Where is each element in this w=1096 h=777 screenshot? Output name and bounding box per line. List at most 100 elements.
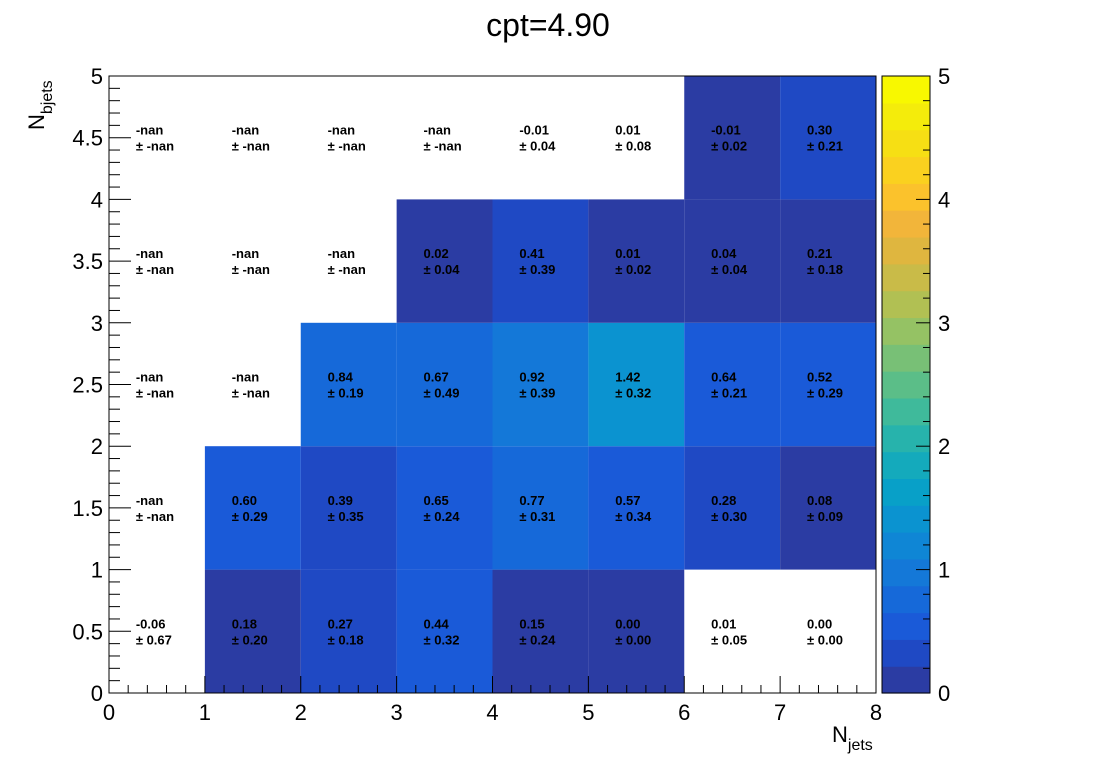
cell-value-label: 0.02 [423,246,448,261]
y-tick-label: 3 [91,311,103,336]
y-tick-label: 4 [91,187,103,212]
cell-value-label: 0.00 [807,616,832,631]
y-tick-label: 3.5 [72,249,103,274]
cell-error-label: ± 0.24 [519,632,556,647]
chart-title: cpt=4.90 [486,7,610,43]
heatmap-cell [492,569,589,693]
cell-value-label: -nan [136,123,164,138]
cell-error-label: ± 0.02 [711,139,747,154]
z-tick-label: 1 [938,558,950,583]
cell-value-label: -nan [136,246,164,261]
color-scale-swatch [882,666,930,694]
cell-error-label: ± 0.30 [711,509,747,524]
z-tick-label: 2 [938,434,950,459]
cell-value-label: -nan [232,246,260,261]
cell-value-label: -0.01 [519,123,549,138]
cell-labels-layer: -0.06± 0.670.18± 0.200.27± 0.180.44± 0.3… [136,123,843,648]
cell-value-label: 0.01 [711,616,736,631]
heatmap-cell [684,76,781,200]
cell-error-label: ± 0.09 [807,509,843,524]
cell-error-label: ± 0.02 [615,262,651,277]
heatmap-cell [780,199,877,323]
cell-value-label: 0.18 [232,616,257,631]
heatmap-cell [300,569,397,693]
cell-error-label: ± 0.04 [519,139,556,154]
y-tick-label: 2 [91,434,103,459]
cell-value-label: -nan [136,493,164,508]
cell-value-label: 0.00 [615,616,640,631]
y-tick-label: 0.5 [72,619,103,644]
heatmap-cell [780,76,877,200]
cell-value-label: 0.92 [519,370,544,385]
heatmap-cell [684,322,781,447]
color-scale-swatch [882,585,930,614]
color-scale-frame [881,75,931,694]
z-tick-label: 5 [938,64,950,89]
heatmap-cell [396,446,493,570]
cell-value-label: 0.77 [519,493,544,508]
cell-value-label: 0.52 [807,370,832,385]
color-scale-swatch [882,129,930,158]
cell-error-label: ± 0.31 [519,509,555,524]
cell-value-label: 0.01 [615,246,640,261]
cell-error-label: ± -nan [328,262,366,277]
cell-error-label: ± -nan [136,139,174,154]
color-scale-swatch [882,344,930,372]
cell-value-label: 0.60 [232,493,257,508]
color-scale-swatch [882,102,930,131]
cell-value-label: 1.42 [615,370,640,385]
color-scale-swatch [882,156,930,184]
heatmap-cell [588,322,685,447]
cell-error-label: ± 0.39 [519,262,555,277]
z-tick-label: 3 [938,311,950,336]
color-scale-swatch [882,424,930,453]
cell-error-label: ± 0.18 [807,262,843,277]
x-axis-label: Njets [832,722,873,754]
heatmap-cell [588,446,685,570]
cell-error-label: ± 0.00 [807,632,843,647]
cell-error-label: ± 0.04 [711,262,748,277]
heatmap-cell [492,199,589,323]
color-scale-swatch [882,236,930,265]
cell-error-label: ± 0.04 [423,262,460,277]
cell-error-label: ± 0.18 [328,632,364,647]
cell-error-label: ± 0.00 [615,632,651,647]
color-scale-swatch [882,478,930,506]
cell-value-label: -nan [328,123,356,138]
color-scale-swatch [882,558,930,587]
cell-value-label: -0.01 [711,123,741,138]
heatmap-cell [204,569,301,693]
cell-error-label: ± 0.67 [136,632,172,647]
heatmap-cell [588,199,685,323]
color-scale-swatch [882,263,930,292]
cell-value-label: 0.41 [519,246,544,261]
cell-value-label: 0.57 [615,493,640,508]
cell-error-label: ± 0.35 [328,509,364,524]
color-scale-swatch [882,210,930,238]
cell-value-label: 0.08 [807,493,832,508]
heatmap-cell [492,322,589,447]
cell-value-label: -nan [423,123,451,138]
heatmap-cell [396,199,493,323]
cell-error-label: ± 0.39 [519,386,555,401]
cell-error-label: ± 0.29 [807,386,843,401]
cell-error-label: ± -nan [423,139,461,154]
cell-value-label: 0.39 [328,493,353,508]
cell-error-label: ± 0.21 [711,386,747,401]
z-tick-label: 0 [938,681,950,706]
cell-error-label: ± -nan [136,509,174,524]
heatmap-cell [300,446,397,570]
z-tick-label: 4 [938,187,950,212]
y-tick-label: 1.5 [72,496,103,521]
color-scale-swatch [882,183,930,211]
cell-error-label: ± -nan [136,386,174,401]
heatmap-cell [684,446,781,570]
x-axis-label-main: N [832,722,848,747]
cell-error-label: ± 0.49 [423,386,459,401]
cell-error-label: ± 0.08 [615,139,651,154]
color-scale-swatch [882,505,930,533]
cell-error-label: ± -nan [232,262,270,277]
color-scale-swatch [882,76,930,104]
heatmap-cell [300,322,397,447]
